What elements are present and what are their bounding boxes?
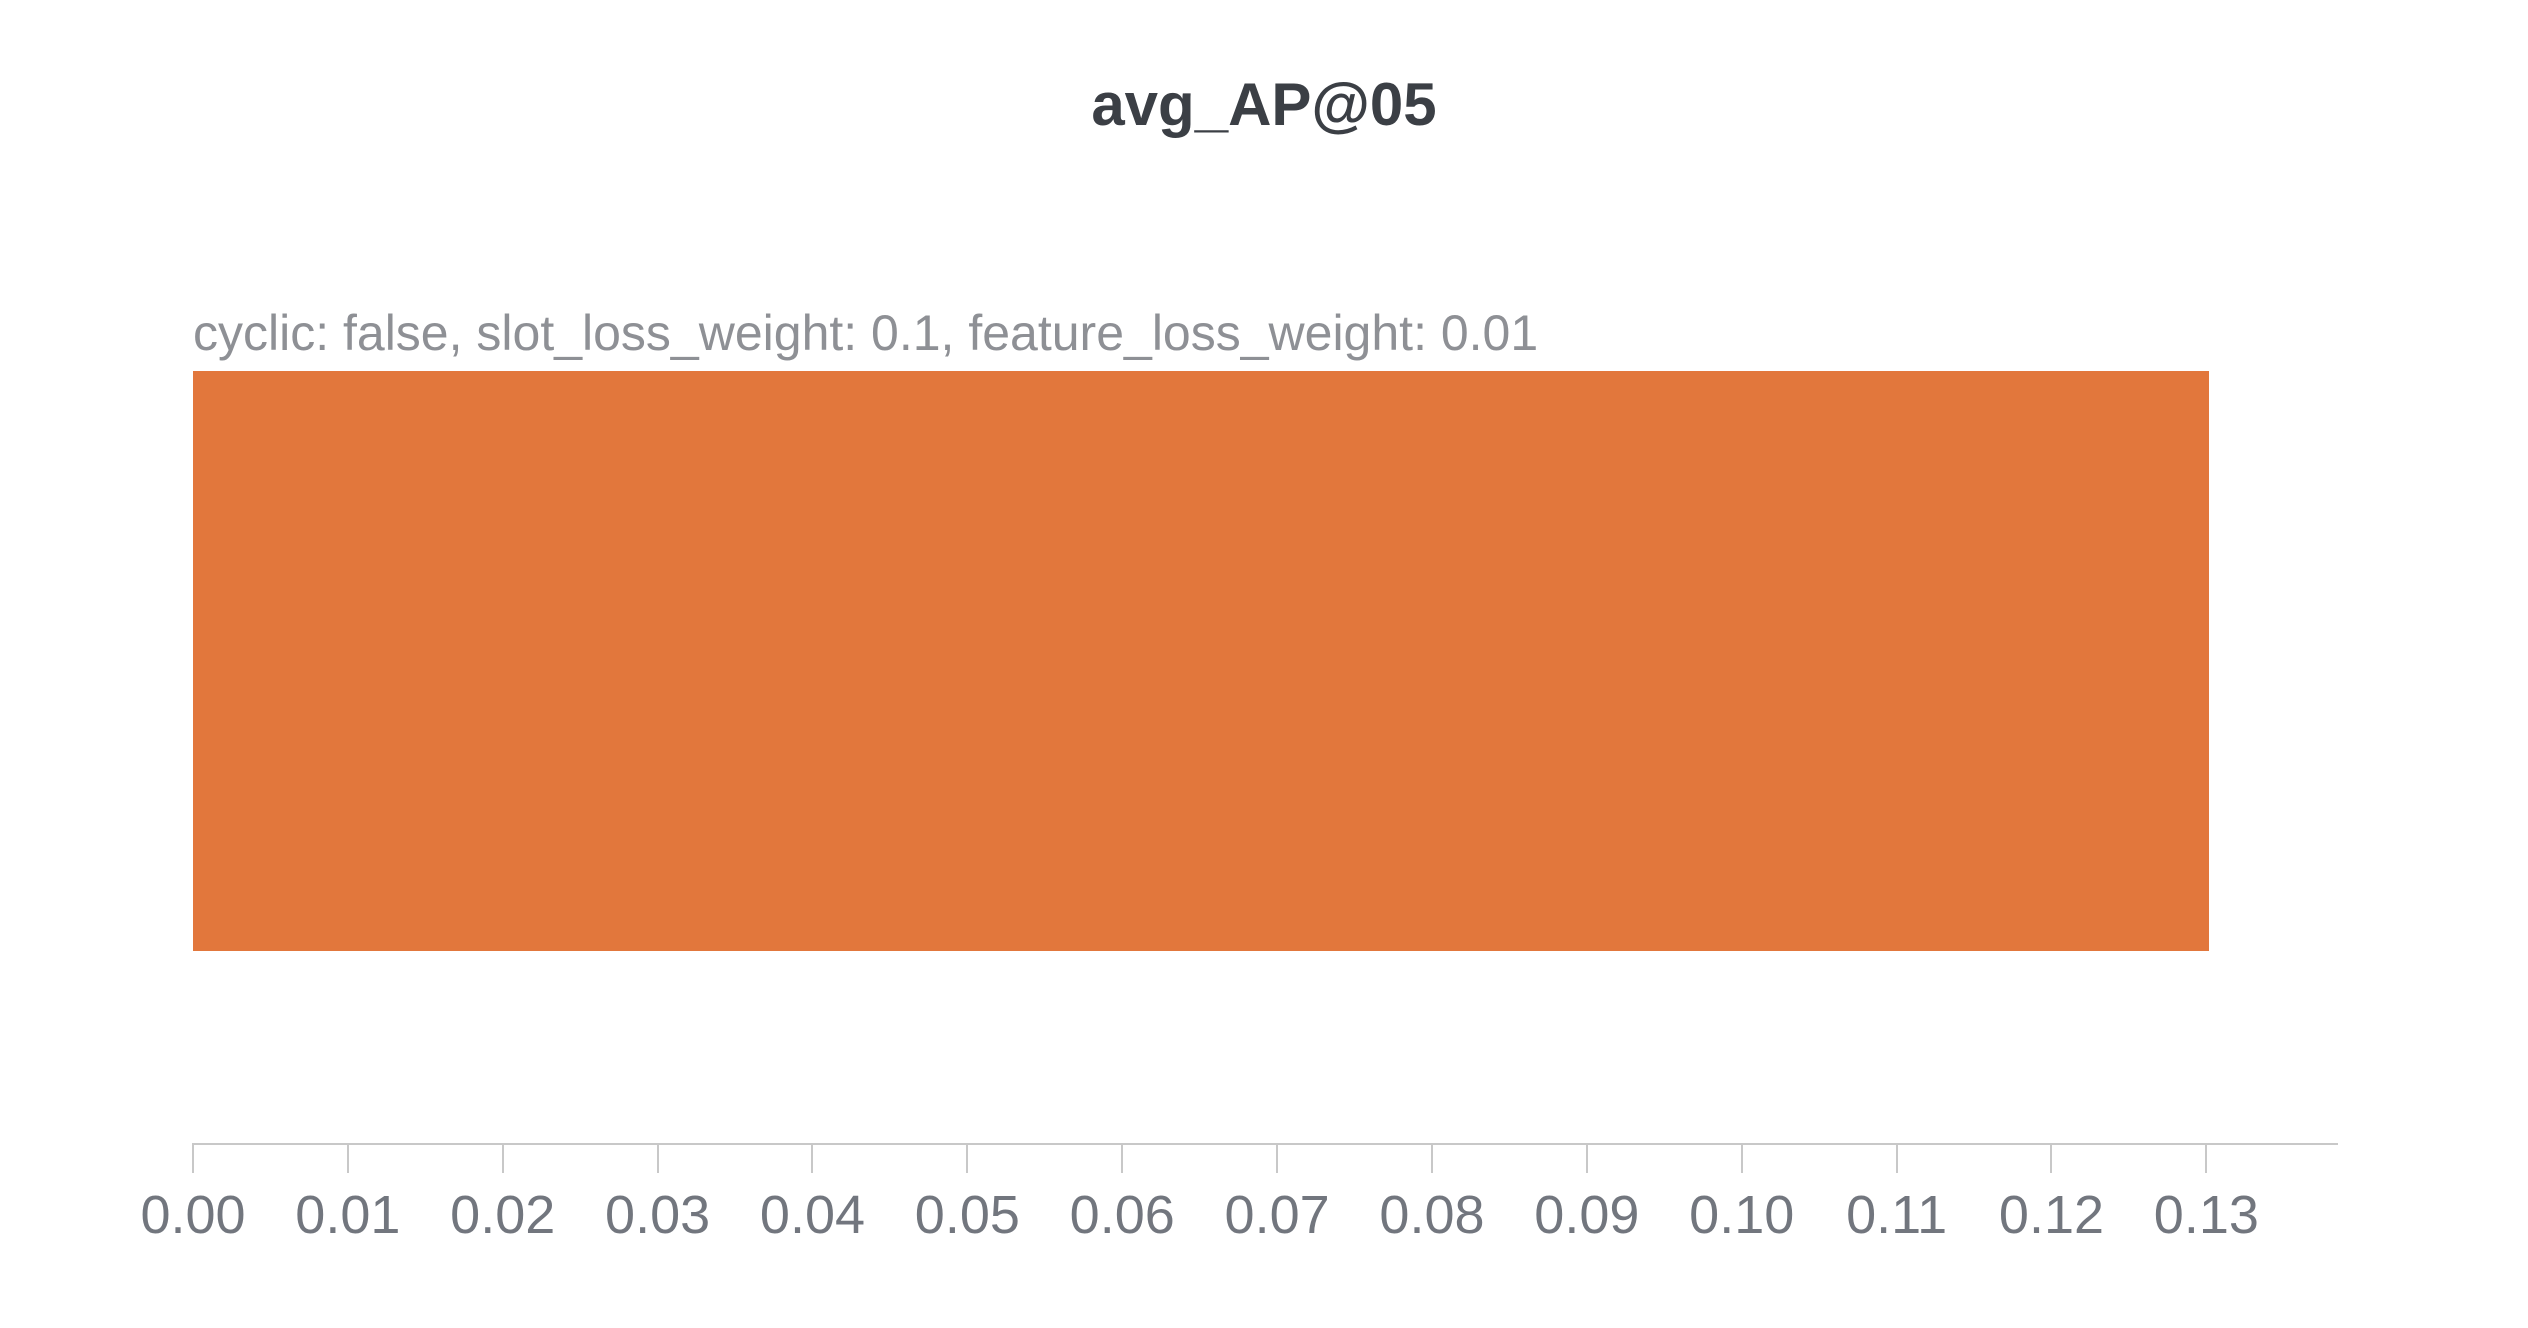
x-tick	[656, 1143, 659, 1173]
x-tick-label: 0.04	[759, 1185, 866, 1245]
bar-avg-ap	[193, 371, 2210, 951]
x-tick	[1740, 1143, 1743, 1173]
x-tick-label: 0.07	[1224, 1185, 1330, 1245]
x-tick-label: 0.03	[605, 1185, 711, 1245]
x-tick	[501, 1143, 504, 1173]
x-tick-label: 0.13	[2153, 1185, 2259, 1245]
x-tick-label: 0.00	[140, 1185, 246, 1245]
x-tick-label: 0.12	[1998, 1185, 2105, 1245]
x-tick-label: 0.01	[295, 1185, 401, 1245]
x-tick	[1895, 1143, 1898, 1173]
x-tick	[966, 1143, 969, 1173]
bar-category-annotation: cyclic: false, slot_loss_weight: 0.1, fe…	[193, 305, 1539, 361]
chart-title: avg_AP@05	[1091, 71, 1437, 138]
x-tick-label: 0.09	[1534, 1185, 1640, 1245]
x-tick	[1585, 1143, 1588, 1173]
x-tick	[192, 1143, 194, 1173]
x-tick	[811, 1143, 814, 1173]
x-tick	[1121, 1143, 1124, 1173]
x-tick	[2050, 1143, 2053, 1173]
x-tick-label: 0.10	[1689, 1185, 1795, 1245]
x-tick	[1430, 1143, 1433, 1173]
x-tick	[2205, 1143, 2208, 1173]
x-tick-label: 0.08	[1379, 1185, 1485, 1245]
x-tick	[346, 1143, 349, 1173]
x-axis-line	[193, 1143, 2338, 1145]
x-tick-label: 0.11	[1846, 1185, 1948, 1245]
x-tick-label: 0.05	[914, 1185, 1020, 1245]
x-tick-label: 0.02	[450, 1185, 556, 1245]
x-tick-label: 0.06	[1069, 1185, 1175, 1245]
x-tick	[1276, 1143, 1279, 1173]
